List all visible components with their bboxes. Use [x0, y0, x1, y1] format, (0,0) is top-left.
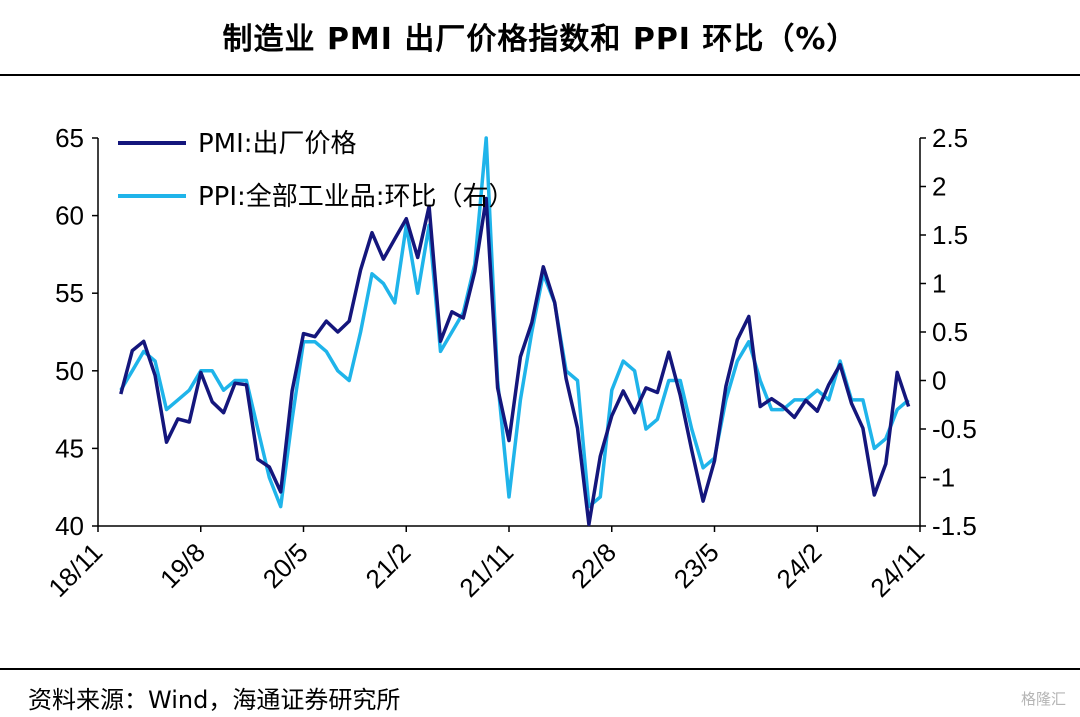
left-tick-label: 55 [55, 278, 84, 308]
x-tick-label: 24/2 [770, 537, 827, 594]
right-tick-label: 1.5 [932, 220, 968, 250]
chart-title: 制造业 PMI 出厂价格指数和 PPI 环比（%） [222, 22, 858, 57]
legend-label-ppi: PPI:全部工业品:环比（右） [198, 182, 515, 212]
x-tick-label: 18/11 [42, 537, 108, 603]
left-tick-label: 50 [55, 356, 84, 386]
right-tick-label: -0.5 [932, 414, 977, 444]
chart-area: 40 45 50 55 60 65 -1.5 -1 -0.5 0 0.5 1 1.5 2 2.5 18/11 1… [42, 123, 977, 603]
left-tick-label: 40 [55, 511, 84, 541]
right-tick-label: -1.5 [932, 511, 977, 541]
x-tick-label: 21/11 [453, 537, 519, 603]
x-tick-label: 19/8 [154, 537, 211, 594]
source-divider [0, 668, 1080, 670]
right-tick-label: 2.5 [932, 123, 968, 153]
right-tick-label: 2 [932, 172, 946, 202]
x-tick-label: 24/11 [864, 537, 930, 603]
left-tick-label: 45 [55, 433, 84, 463]
left-tick-label: 65 [55, 123, 84, 153]
source-note: 资料来源：Wind，海通证券研究所 [28, 686, 401, 714]
x-tick-label: 21/2 [359, 537, 416, 594]
x-tick-label: 23/5 [668, 537, 725, 594]
right-tick-label: 0.5 [932, 317, 968, 347]
legend-label-pmi: PMI:出厂价格 [198, 129, 357, 159]
x-tick-label: 22/8 [565, 537, 622, 594]
right-tick-label: 0 [932, 366, 946, 396]
watermark-logo: 格隆汇 [1020, 690, 1066, 708]
legend: PMI:出厂价格 PPI:全部工业品:环比（右） [118, 129, 515, 212]
left-tick-label: 60 [55, 201, 84, 231]
right-tick-label: 1 [932, 269, 946, 299]
right-tick-label: -1 [932, 463, 955, 493]
series-lines [119, 136, 911, 527]
x-tick-label: 20/5 [257, 537, 314, 594]
title-divider [0, 74, 1080, 76]
series-line-pmi [119, 196, 911, 527]
series-line-ppi [119, 136, 910, 509]
